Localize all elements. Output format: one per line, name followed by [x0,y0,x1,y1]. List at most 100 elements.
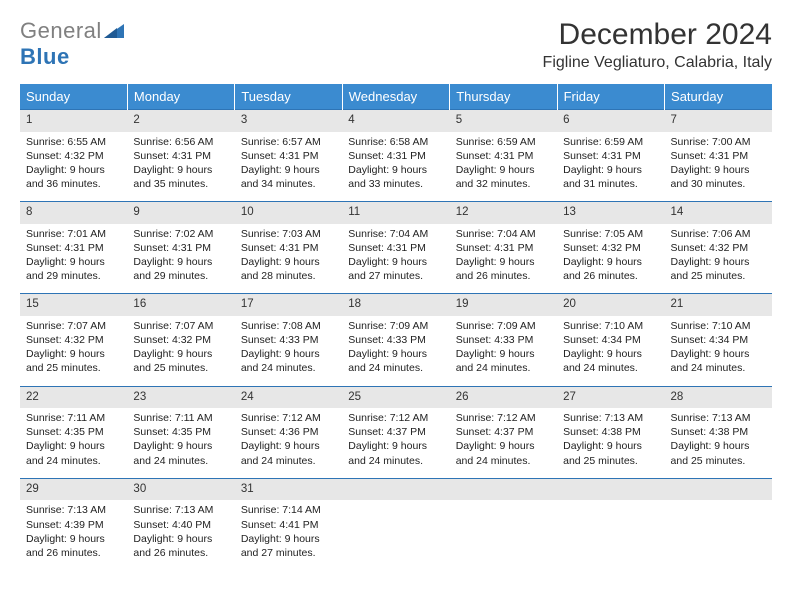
sunset-text: Sunset: 4:31 PM [456,241,551,255]
sunset-text: Sunset: 4:33 PM [241,333,336,347]
daylight-text-1: Daylight: 9 hours [563,255,658,269]
day-body: Sunrise: 6:58 AMSunset: 4:31 PMDaylight:… [342,132,449,202]
sunset-text: Sunset: 4:32 PM [563,241,658,255]
weekday-header: Friday [557,84,664,110]
sunrise-text: Sunrise: 7:05 AM [563,227,658,241]
sunrise-text: Sunrise: 7:10 AM [671,319,766,333]
day-body: Sunrise: 6:56 AMSunset: 4:31 PMDaylight:… [127,132,234,202]
daylight-text-1: Daylight: 9 hours [241,255,336,269]
daylight-text-1: Daylight: 9 hours [456,255,551,269]
day-number: 21 [665,294,772,316]
sunrise-text: Sunrise: 7:04 AM [348,227,443,241]
day-number: 31 [235,479,342,501]
day-number: 23 [127,387,234,409]
daylight-text-2: and 30 minutes. [671,177,766,191]
daylight-text-1: Daylight: 9 hours [348,347,443,361]
sunset-text: Sunset: 4:38 PM [563,425,658,439]
daylight-text-2: and 24 minutes. [563,361,658,375]
daylight-text-1: Daylight: 9 hours [456,439,551,453]
calendar-day-cell: 10Sunrise: 7:03 AMSunset: 4:31 PMDayligh… [235,202,342,294]
sunset-text: Sunset: 4:31 PM [133,149,228,163]
sunrise-text: Sunrise: 7:14 AM [241,503,336,517]
sunset-text: Sunset: 4:32 PM [26,149,121,163]
calendar-body: 1Sunrise: 6:55 AMSunset: 4:32 PMDaylight… [20,110,772,571]
day-body: Sunrise: 7:14 AMSunset: 4:41 PMDaylight:… [235,500,342,570]
daylight-text-1: Daylight: 9 hours [671,439,766,453]
daylight-text-2: and 28 minutes. [241,269,336,283]
sunrise-text: Sunrise: 7:12 AM [456,411,551,425]
sunrise-text: Sunrise: 7:09 AM [456,319,551,333]
daylight-text-1: Daylight: 9 hours [133,347,228,361]
day-number: 10 [235,202,342,224]
calendar-day-cell: 18Sunrise: 7:09 AMSunset: 4:33 PMDayligh… [342,294,449,386]
calendar-day-cell: 24Sunrise: 7:12 AMSunset: 4:36 PMDayligh… [235,386,342,478]
daylight-text-1: Daylight: 9 hours [348,439,443,453]
logo-text-blue: Blue [20,44,70,69]
sunrise-text: Sunrise: 7:06 AM [671,227,766,241]
calendar-day-cell: 23Sunrise: 7:11 AMSunset: 4:35 PMDayligh… [127,386,234,478]
day-body: Sunrise: 7:13 AMSunset: 4:38 PMDaylight:… [557,408,664,478]
calendar-day-cell: 15Sunrise: 7:07 AMSunset: 4:32 PMDayligh… [20,294,127,386]
day-body: Sunrise: 7:04 AMSunset: 4:31 PMDaylight:… [342,224,449,294]
weekday-header: Tuesday [235,84,342,110]
sunset-text: Sunset: 4:34 PM [563,333,658,347]
sunrise-text: Sunrise: 7:02 AM [133,227,228,241]
header: GeneralBlue December 2024 Figline Veglia… [20,18,772,72]
sunset-text: Sunset: 4:36 PM [241,425,336,439]
calendar-week-row: 1Sunrise: 6:55 AMSunset: 4:32 PMDaylight… [20,110,772,202]
calendar-day-cell [665,478,772,570]
daylight-text-1: Daylight: 9 hours [133,163,228,177]
daylight-text-2: and 24 minutes. [671,361,766,375]
sunset-text: Sunset: 4:31 PM [671,149,766,163]
day-body: Sunrise: 7:12 AMSunset: 4:36 PMDaylight:… [235,408,342,478]
daylight-text-1: Daylight: 9 hours [26,163,121,177]
calendar-week-row: 29Sunrise: 7:13 AMSunset: 4:39 PMDayligh… [20,478,772,570]
calendar-day-cell: 6Sunrise: 6:59 AMSunset: 4:31 PMDaylight… [557,110,664,202]
day-body: Sunrise: 7:04 AMSunset: 4:31 PMDaylight:… [450,224,557,294]
daylight-text-2: and 25 minutes. [133,361,228,375]
daylight-text-1: Daylight: 9 hours [456,347,551,361]
day-number: 18 [342,294,449,316]
day-body: Sunrise: 7:02 AMSunset: 4:31 PMDaylight:… [127,224,234,294]
sunset-text: Sunset: 4:31 PM [26,241,121,255]
daylight-text-1: Daylight: 9 hours [133,532,228,546]
daylight-text-1: Daylight: 9 hours [26,532,121,546]
daylight-text-1: Daylight: 9 hours [563,439,658,453]
day-number: 8 [20,202,127,224]
sunset-text: Sunset: 4:32 PM [671,241,766,255]
day-number: 20 [557,294,664,316]
calendar-day-cell: 21Sunrise: 7:10 AMSunset: 4:34 PMDayligh… [665,294,772,386]
daylight-text-1: Daylight: 9 hours [671,347,766,361]
sunset-text: Sunset: 4:40 PM [133,518,228,532]
day-body: Sunrise: 7:13 AMSunset: 4:38 PMDaylight:… [665,408,772,478]
sunrise-text: Sunrise: 7:07 AM [133,319,228,333]
page-title: December 2024 [543,18,772,52]
sunrise-text: Sunrise: 6:58 AM [348,135,443,149]
sunrise-text: Sunrise: 6:55 AM [26,135,121,149]
daylight-text-1: Daylight: 9 hours [456,163,551,177]
sunrise-text: Sunrise: 7:11 AM [133,411,228,425]
daylight-text-2: and 25 minutes. [671,269,766,283]
daylight-text-2: and 24 minutes. [456,361,551,375]
daylight-text-1: Daylight: 9 hours [26,255,121,269]
day-body: Sunrise: 7:01 AMSunset: 4:31 PMDaylight:… [20,224,127,294]
day-body: Sunrise: 7:13 AMSunset: 4:39 PMDaylight:… [20,500,127,570]
daylight-text-2: and 36 minutes. [26,177,121,191]
calendar-day-cell: 27Sunrise: 7:13 AMSunset: 4:38 PMDayligh… [557,386,664,478]
calendar-day-cell: 28Sunrise: 7:13 AMSunset: 4:38 PMDayligh… [665,386,772,478]
calendar-day-cell: 31Sunrise: 7:14 AMSunset: 4:41 PMDayligh… [235,478,342,570]
daylight-text-1: Daylight: 9 hours [671,255,766,269]
day-number: 12 [450,202,557,224]
daylight-text-1: Daylight: 9 hours [133,439,228,453]
calendar-day-cell: 14Sunrise: 7:06 AMSunset: 4:32 PMDayligh… [665,202,772,294]
sunrise-text: Sunrise: 7:11 AM [26,411,121,425]
daylight-text-1: Daylight: 9 hours [241,163,336,177]
logo-text-gray: General [20,18,102,43]
weekday-header: Thursday [450,84,557,110]
day-body: Sunrise: 7:13 AMSunset: 4:40 PMDaylight:… [127,500,234,570]
sunset-text: Sunset: 4:33 PM [456,333,551,347]
day-number: 29 [20,479,127,501]
sunset-text: Sunset: 4:37 PM [348,425,443,439]
day-number: 26 [450,387,557,409]
calendar-day-cell [342,478,449,570]
